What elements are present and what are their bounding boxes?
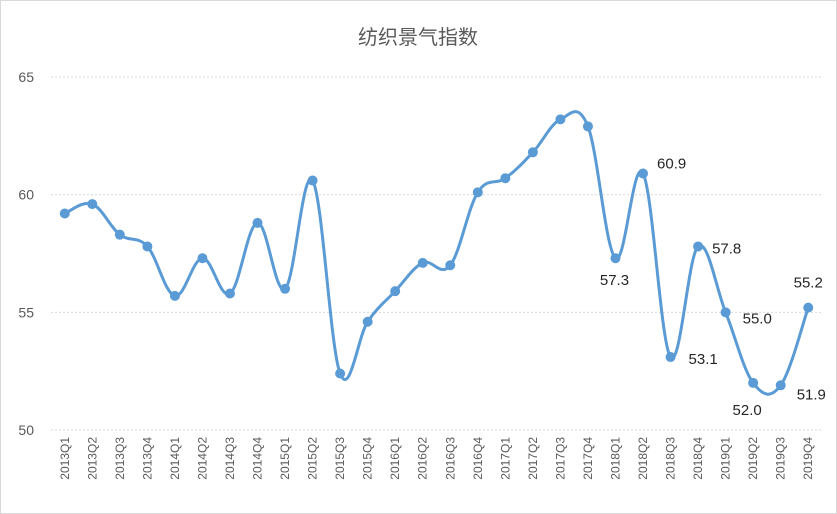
y-tick-label: 50 bbox=[18, 422, 34, 438]
data-point bbox=[335, 368, 346, 379]
y-axis-ticks: 50 55 60 65 bbox=[18, 69, 34, 438]
data-point bbox=[472, 187, 483, 198]
x-tick-label: 2016Q3 bbox=[443, 437, 457, 480]
x-tick-label: 2016Q4 bbox=[471, 437, 485, 480]
x-tick-label: 2016Q2 bbox=[416, 437, 430, 480]
data-label: 57.3 bbox=[600, 272, 629, 289]
x-tick-label: 2014Q4 bbox=[251, 437, 265, 480]
x-tick-label: 2019Q2 bbox=[746, 437, 760, 480]
data-point bbox=[114, 229, 125, 240]
x-tick-label: 2013Q1 bbox=[58, 437, 72, 480]
y-tick-label: 65 bbox=[18, 69, 34, 85]
data-label: 60.9 bbox=[657, 155, 686, 172]
x-tick-label: 2019Q1 bbox=[719, 437, 733, 480]
data-label: 52.0 bbox=[733, 402, 762, 419]
x-tick-label: 2014Q1 bbox=[168, 437, 182, 480]
data-point bbox=[582, 121, 593, 132]
x-tick-label: 2014Q2 bbox=[195, 437, 209, 480]
x-tick-label: 2018Q1 bbox=[608, 437, 622, 480]
data-point bbox=[693, 241, 704, 252]
x-tick-label: 2015Q3 bbox=[333, 437, 347, 480]
gridlines bbox=[51, 76, 822, 431]
data-point bbox=[610, 253, 621, 264]
x-tick-label: 2016Q1 bbox=[388, 437, 402, 480]
data-label: 53.1 bbox=[689, 351, 718, 368]
data-point bbox=[169, 290, 180, 301]
data-point bbox=[803, 302, 814, 313]
y-tick-label: 55 bbox=[18, 304, 34, 320]
data-label: 55.2 bbox=[794, 275, 823, 292]
data-point bbox=[252, 217, 263, 228]
data-point bbox=[748, 377, 759, 388]
data-labels: 57.3 60.9 53.1 57.8 55.0 52.0 51.9 55.2 bbox=[600, 155, 826, 418]
data-points bbox=[59, 114, 814, 391]
x-tick-label: 2015Q1 bbox=[278, 437, 292, 480]
data-point bbox=[307, 175, 318, 186]
data-label: 57.8 bbox=[712, 240, 741, 257]
x-tick-label: 2018Q2 bbox=[636, 437, 650, 480]
data-point bbox=[445, 260, 456, 271]
x-tick-label: 2018Q3 bbox=[664, 437, 678, 480]
x-tick-label: 2013Q3 bbox=[113, 437, 127, 480]
data-point bbox=[197, 253, 208, 264]
x-tick-label: 2017Q3 bbox=[553, 437, 567, 480]
data-point bbox=[638, 168, 649, 179]
data-label: 51.9 bbox=[797, 386, 826, 403]
x-axis-ticks: 2013Q1 2013Q2 2013Q3 2013Q4 2014Q1 2014Q2 2014… bbox=[58, 437, 815, 480]
x-tick-label: 2017Q1 bbox=[498, 437, 512, 480]
data-point bbox=[555, 114, 566, 125]
data-label: 55.0 bbox=[743, 310, 772, 327]
data-point bbox=[390, 286, 401, 297]
data-point bbox=[665, 352, 676, 363]
x-tick-label: 2015Q2 bbox=[306, 437, 320, 480]
data-point bbox=[280, 283, 291, 294]
x-tick-label: 2019Q4 bbox=[801, 437, 815, 480]
x-tick-label: 2015Q4 bbox=[361, 437, 375, 480]
data-point bbox=[87, 199, 98, 210]
x-tick-label: 2017Q4 bbox=[581, 437, 595, 480]
data-point bbox=[500, 173, 511, 184]
x-tick-label: 2018Q4 bbox=[691, 437, 705, 480]
x-tick-label: 2013Q2 bbox=[85, 437, 99, 480]
x-tick-label: 2013Q4 bbox=[140, 437, 154, 480]
y-tick-label: 60 bbox=[18, 187, 34, 203]
x-tick-label: 2017Q2 bbox=[526, 437, 540, 480]
data-point bbox=[720, 307, 731, 318]
data-point bbox=[775, 380, 786, 391]
data-point bbox=[142, 241, 153, 252]
x-tick-label: 2014Q3 bbox=[223, 437, 237, 480]
chart-title: 纺织景气指数 bbox=[358, 25, 478, 49]
data-point bbox=[59, 208, 70, 219]
data-point bbox=[417, 257, 428, 268]
data-point bbox=[527, 147, 538, 158]
x-tick-label: 2019Q3 bbox=[774, 437, 788, 480]
data-point bbox=[224, 288, 235, 299]
data-point bbox=[362, 316, 373, 327]
